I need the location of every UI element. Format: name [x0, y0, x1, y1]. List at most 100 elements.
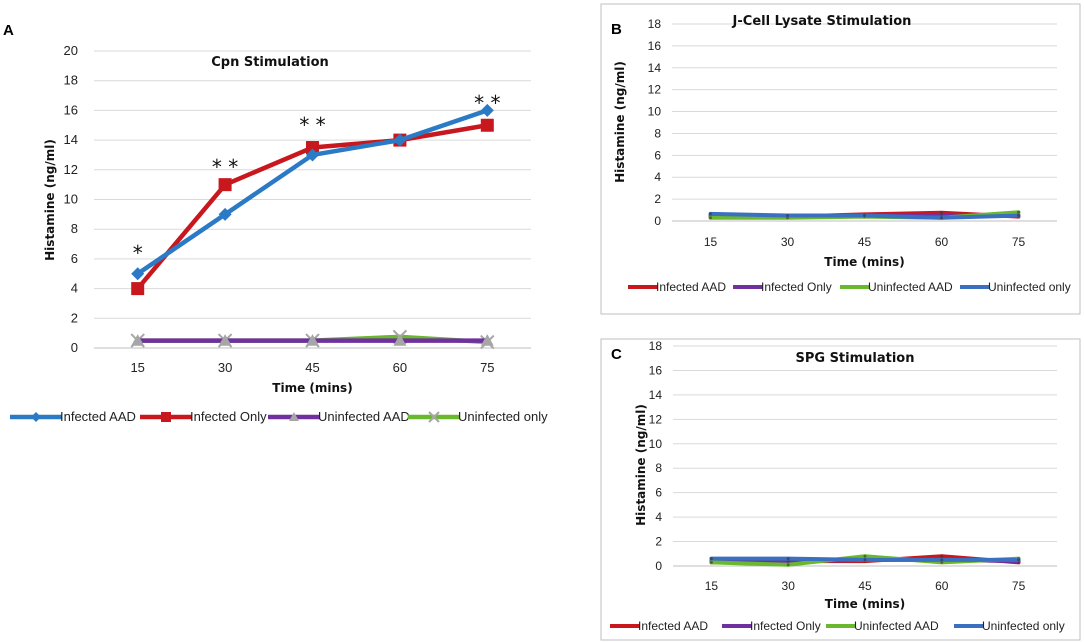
y-tick-label: 18	[648, 17, 662, 31]
legend-item: Infected AAD	[628, 280, 726, 294]
legend-label: Infected AAD	[638, 619, 708, 633]
chart-c: 0 2 4 6 8 10 12 14 16 18 15 30 45 60 75 Time (mins) Hist…	[610, 339, 1065, 633]
y-tick-label: 4	[654, 170, 661, 184]
y-axis-title: Histamine (ng/ml)	[613, 61, 627, 183]
panel-label-c: C	[611, 346, 622, 363]
data-point	[131, 282, 145, 296]
y-tick-label: 2	[654, 192, 661, 206]
y-tick-label: 14	[649, 388, 663, 402]
legend-item: Uninfected AAD	[826, 619, 939, 633]
y-tick-label: 2	[71, 310, 78, 325]
y-tick-label: 6	[654, 148, 661, 162]
panel-label-b: B	[611, 21, 622, 38]
data-point	[1017, 210, 1020, 214]
legend-item: Infected AAD	[610, 619, 708, 633]
x-tick-label: 60	[935, 235, 949, 249]
data-point	[863, 214, 866, 218]
data-point	[709, 212, 712, 216]
data-point	[1017, 214, 1020, 218]
y-tick-label: 6	[655, 486, 662, 500]
data-point	[786, 557, 790, 561]
legend-label: Infected AAD	[656, 280, 726, 294]
y-tick-label: 16	[649, 363, 663, 377]
data-point	[863, 554, 867, 558]
legend-item: Uninfected only	[954, 619, 1065, 633]
y-axis-title: Histamine (ng/ml)	[43, 139, 57, 261]
data-point	[940, 216, 943, 220]
chart-title: Cpn Stimulation	[211, 55, 329, 70]
legend-item: Uninfected AAD	[268, 409, 410, 424]
x-tick-label: 75	[1012, 235, 1026, 249]
y-tick-label: 0	[654, 214, 661, 228]
y-tick-label: 0	[71, 340, 78, 355]
x-tick-label: 15	[130, 360, 144, 375]
x-tick-label: 30	[218, 360, 232, 375]
data-point	[306, 148, 319, 162]
x-tick-label: 75	[1012, 579, 1026, 593]
y-tick-label: 8	[654, 126, 661, 140]
y-tick-label: 0	[655, 559, 662, 573]
significance-star: * *	[299, 113, 325, 137]
legend-item: Uninfected AAD	[840, 280, 953, 294]
x-tick-label: 30	[781, 235, 795, 249]
legend-item: Infected Only	[722, 619, 821, 633]
y-axis-title: Histamine (ng/ml)	[634, 404, 648, 526]
series-uninfected-only	[708, 211, 1021, 220]
data-point	[709, 216, 712, 220]
legend-marker	[161, 412, 171, 422]
legend-item: Uninfected only	[408, 409, 548, 424]
data-point	[480, 334, 494, 346]
x-tick-label: 45	[305, 360, 319, 375]
data-point	[786, 563, 790, 567]
legend-label: Uninfected AAD	[868, 280, 953, 294]
y-tick-label: 16	[648, 39, 662, 53]
x-tick-label: 30	[782, 579, 796, 593]
data-point	[709, 560, 713, 564]
data-point	[218, 178, 232, 192]
data-point	[218, 207, 232, 221]
data-point	[306, 141, 319, 155]
x-axis-title: Time (mins)	[825, 597, 905, 611]
panel-label-a: A	[3, 22, 14, 39]
legend-item: Uninfected only	[960, 280, 1071, 294]
significance-star: * *	[212, 155, 238, 179]
panel-b-frame	[600, 3, 1081, 315]
y-tick-label: 2	[655, 535, 662, 549]
significance-star: *	[133, 241, 143, 265]
y-tick-label: 12	[649, 412, 663, 426]
series-uninfected-only	[709, 556, 1021, 562]
data-point	[940, 554, 944, 558]
legend-marker-stroke-2	[428, 411, 440, 423]
y-tick-label: 8	[655, 461, 662, 475]
data-point	[863, 558, 867, 562]
y-tick-label: 4	[655, 510, 662, 524]
data-point	[786, 214, 789, 218]
legend-label: Uninfected only	[982, 619, 1065, 633]
data-point	[393, 133, 407, 147]
legend-marker	[428, 411, 440, 423]
data-point	[940, 558, 944, 562]
y-tick-label: 10	[649, 437, 663, 451]
legend-label: Infected AAD	[60, 409, 136, 424]
x-axis-title: Time (mins)	[824, 255, 904, 269]
x-tick-label: 60	[393, 360, 407, 375]
y-tick-label: 16	[64, 102, 78, 117]
legend-marker	[289, 412, 299, 421]
data-point	[709, 557, 713, 561]
x-tick-label: 15	[705, 579, 719, 593]
legend-item: Infected Only	[140, 409, 267, 424]
data-point	[393, 334, 407, 346]
data-point	[480, 103, 494, 117]
data-point	[1017, 558, 1021, 562]
y-tick-label: 6	[71, 251, 78, 266]
chart-b: 0 2 4 6 8 10 12 14 16 18 15 30 45 60 75 Time (mins) Hist…	[613, 14, 1071, 294]
y-tick-label: 20	[64, 43, 78, 58]
data-point	[480, 118, 494, 132]
x-tick-label: 75	[480, 360, 494, 375]
x-axis-title: Time (mins)	[272, 381, 352, 395]
chart-title: J-Cell Lysate Stimulation	[732, 14, 912, 29]
y-tick-label: 18	[64, 73, 78, 88]
chart-a: 0 2 4 6 8 10 12 14 16 18 20 15 30 45 60 75 Time (mins) Hi…	[10, 43, 548, 424]
legend-item: Infected AAD	[10, 409, 136, 424]
data-point	[131, 334, 145, 346]
